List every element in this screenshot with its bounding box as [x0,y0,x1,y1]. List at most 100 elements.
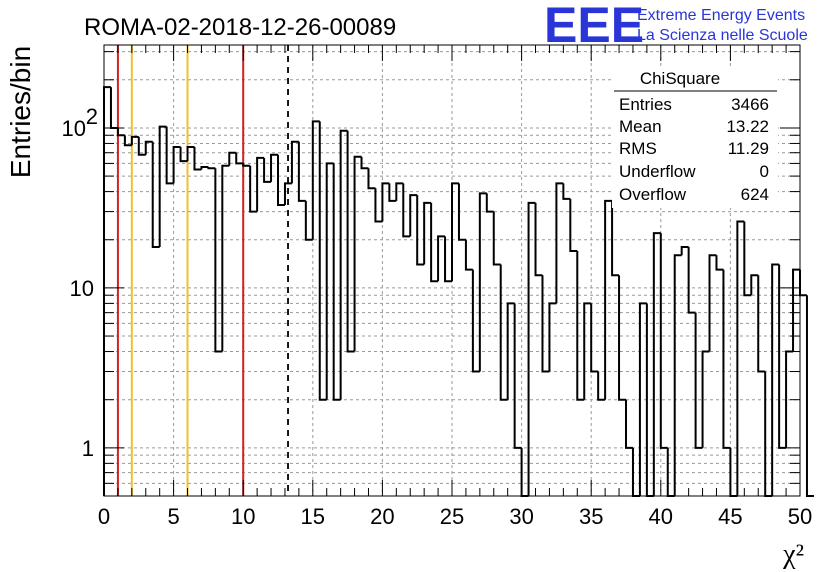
histogram-bin [757,275,766,373]
histogram-bin [597,371,606,401]
histogram-bin [715,255,724,271]
histogram-bin [402,183,411,238]
x-axis-label: χ² [782,539,804,570]
histogram-bin [332,163,341,401]
stat-value-mean: 13.22 [726,117,769,136]
histogram-bin [186,146,195,162]
histogram-bin [625,399,633,449]
histogram-bin [583,302,592,400]
histogram-bin [743,221,752,297]
histogram-bin [506,302,515,400]
histogram-bin [638,302,647,496]
stat-label-overflow: Overflow [619,185,687,204]
histogram-bin [318,121,327,401]
histogram-bin [409,194,418,237]
reference-lines [116,45,289,496]
stats-box-title: ChiSquare [640,69,720,88]
histogram-bin [221,164,230,352]
x-tick-label: 5 [167,504,179,529]
histogram-bin [471,269,480,373]
histogram-bin [297,141,306,202]
histogram-bin [416,195,425,266]
histogram-bin [750,274,759,296]
histogram-bin [792,268,800,352]
x-tick-label: 20 [370,504,394,529]
histogram-bin [478,192,487,372]
histogram-bin [652,232,661,496]
histogram-bin [569,198,578,253]
x-tick-label: 0 [98,504,110,529]
histogram-bin [130,135,139,146]
y-tick-label: 10 [70,276,94,301]
histogram-bin [200,165,209,170]
histogram-bin [513,303,522,449]
histogram-bin [270,153,278,182]
x-tick-label: 35 [579,504,603,529]
histogram-bin [673,254,682,496]
histogram-bin [604,199,613,400]
x-tick-label: 45 [718,504,742,529]
logo-line-2: La Scienza nelle Scuole [637,27,808,44]
histogram-bin [179,147,188,163]
histogram-bin [109,87,118,129]
histogram-bin [771,263,780,496]
histogram-bin [527,201,536,496]
histogram-bin [144,140,153,155]
histogram-bin [228,151,237,166]
histogram-bin [165,126,174,185]
stat-value-underflow: 0 [760,162,769,181]
stat-value-entries: 3466 [731,95,769,114]
histogram-bin [576,251,585,401]
histogram-bin [304,200,313,241]
histogram-bin [687,247,696,314]
histogram-bin [158,125,167,248]
histogram-bin [485,193,494,213]
y-tick-exponent: 2 [86,104,98,129]
histogram-bin [256,156,265,212]
histogram-bin [367,168,376,190]
logo-mark: EEE [544,0,644,53]
histogram-bin [722,269,731,449]
histogram-bin [311,120,320,240]
histogram-bin [235,152,244,165]
histogram-bin [778,264,787,449]
x-tick-label: 25 [440,504,464,529]
histogram-bin [360,156,369,170]
histogram-bin [492,211,501,266]
histogram-bin [680,246,689,256]
histogram-bin [283,182,292,205]
histogram-bin [805,295,814,497]
histogram-bin [242,163,251,167]
histogram-bin [290,140,299,184]
histogram-bin [263,157,272,183]
x-tick-label: 10 [231,504,255,529]
histogram-bin [339,129,348,400]
histogram-bin [590,303,599,373]
histogram-bin [123,135,132,147]
histogram-bin [151,141,160,249]
histogram-bin [116,127,125,137]
y-tick-label: 1 [82,436,94,461]
histogram-bin [193,147,202,171]
histogram-bin [437,235,446,282]
histogram-bin [659,233,668,449]
histogram-bin [708,254,717,352]
stat-label-underflow: Underflow [619,162,696,181]
y-tick-label: 10 [62,116,86,141]
histogram-bin [464,239,473,271]
eee-logo: EEE Extreme Energy Events La Scienza nel… [544,0,808,53]
histogram-bin [325,162,334,400]
histogram-bin [172,146,181,184]
stat-label-entries: Entries [619,95,672,114]
stat-value-overflow: 624 [741,185,769,204]
histogram-bin [736,220,745,496]
stat-label-mean: Mean [619,117,662,136]
histogram-bin [277,154,285,206]
stats-box-bg [612,66,778,208]
x-tick-label: 15 [301,504,325,529]
histogram-bin [388,183,397,202]
x-tick-label: 30 [509,504,533,529]
histogram-bin [214,168,223,353]
histogram-bin [562,183,571,200]
